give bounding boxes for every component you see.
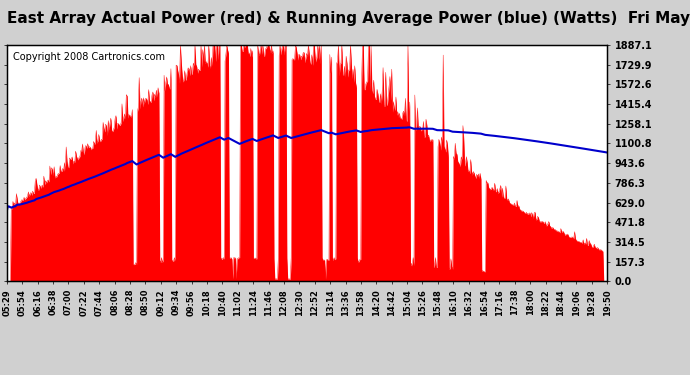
Text: Copyright 2008 Cartronics.com: Copyright 2008 Cartronics.com <box>13 52 165 62</box>
Text: East Array Actual Power (red) & Running Average Power (blue) (Watts)  Fri May 16: East Array Actual Power (red) & Running … <box>7 11 690 26</box>
